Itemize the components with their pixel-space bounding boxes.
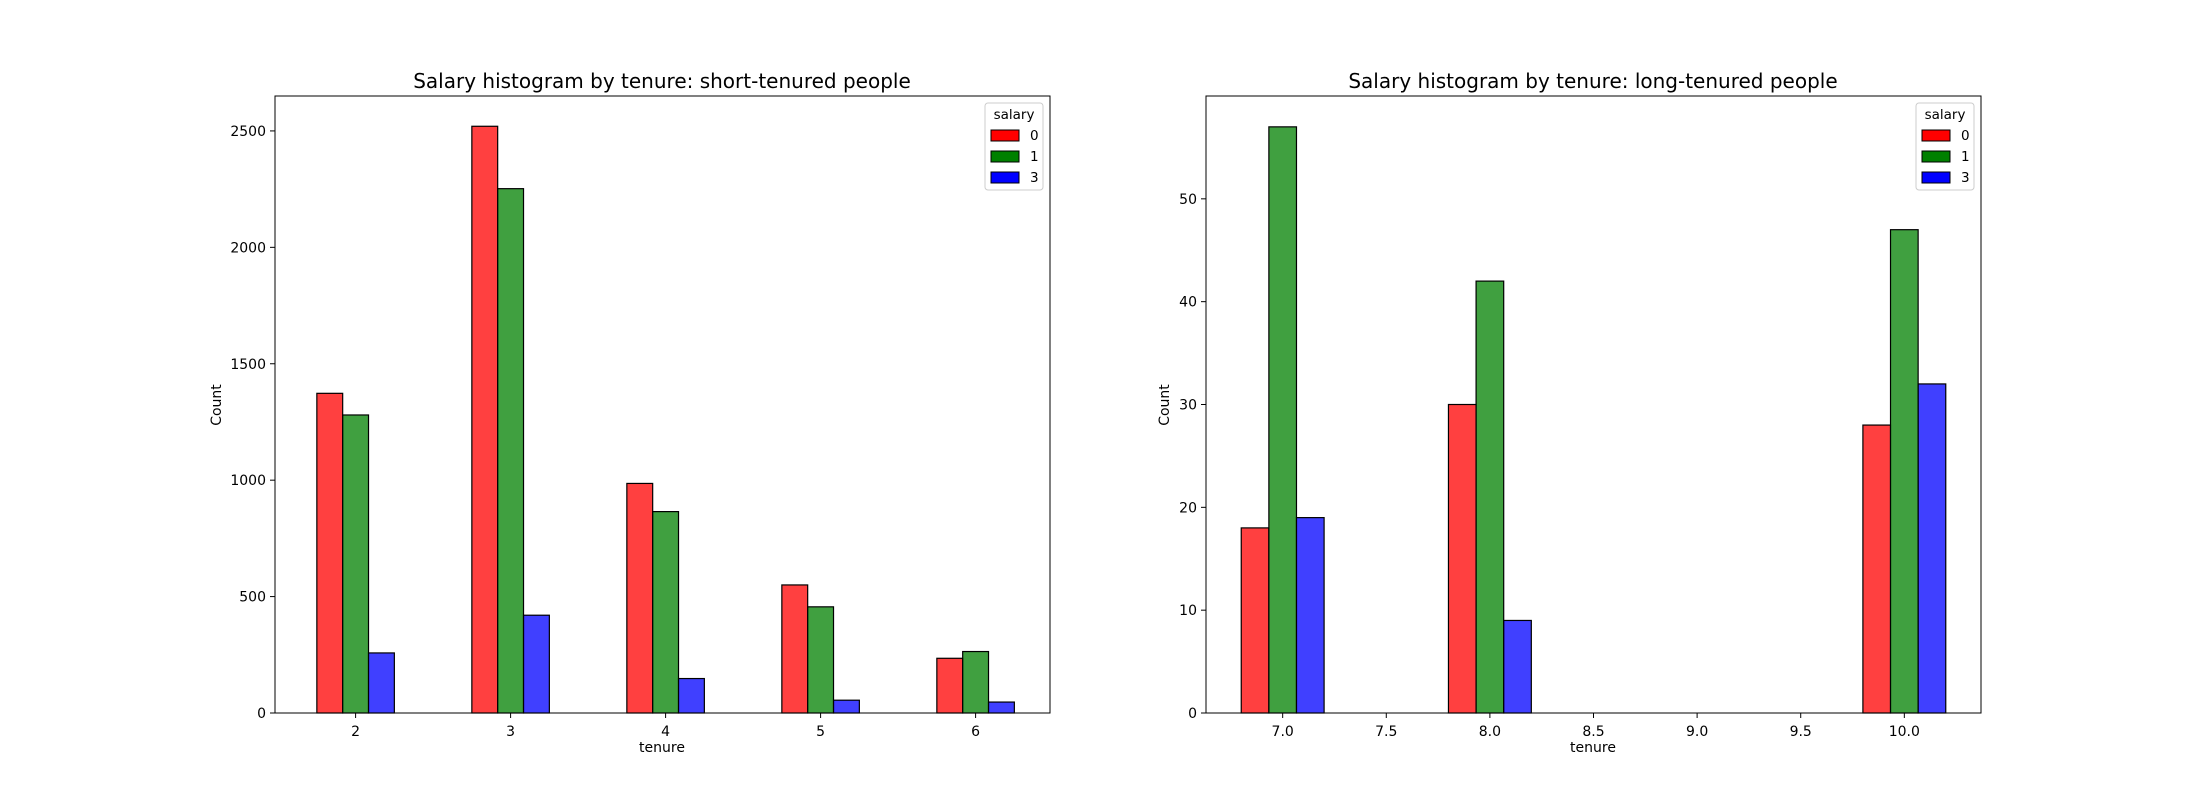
x-tick-label: 3 [506, 724, 515, 740]
legend-swatch [1921, 171, 1951, 184]
bar-salary-0-tenure-4 [626, 482, 654, 714]
legend-swatch [1921, 150, 1951, 163]
x-tick-label: 8.5 [1582, 724, 1604, 740]
bar-salary-0-tenure-5 [781, 584, 809, 714]
y-axis-ticks: 0 500 1000 1500 2000 2500 [230, 124, 275, 722]
bar-salary-1-tenure-4 [652, 511, 680, 714]
bar-salary-3-tenure-4 [677, 677, 705, 714]
y-tick-label: 30 [1179, 398, 1197, 414]
bar-salary-0-tenure-7 [1240, 527, 1270, 714]
legend-swatch [990, 150, 1020, 163]
bar-salary-1-tenure-10 [1889, 229, 1919, 714]
y-tick-label: 0 [1188, 706, 1197, 722]
bar-salary-3-tenure-5 [832, 699, 860, 714]
x-tick-label: 9.0 [1686, 724, 1708, 740]
bars-group [1240, 126, 1947, 714]
x-tick-label: 2 [351, 724, 360, 740]
chart-short-tenured: Salary histogram by tenure: short-tenure… [209, 69, 1051, 756]
legend-label: 3 [1961, 170, 1970, 186]
chart-title: Salary histogram by tenure: long-tenured… [1348, 69, 1837, 93]
bar-salary-3-tenure-10 [1917, 383, 1947, 714]
x-tick-label: 5 [816, 724, 825, 740]
x-tick-label: 9.5 [1790, 724, 1812, 740]
x-axis-ticks: 2 3 4 5 6 [351, 713, 980, 740]
bar-salary-1-tenure-6 [962, 650, 990, 714]
bar-salary-1-tenure-5 [807, 606, 835, 714]
x-axis-label: tenure [1570, 740, 1616, 756]
y-tick-label: 2000 [230, 240, 266, 256]
y-tick-label: 1500 [230, 357, 266, 373]
bars-group [316, 125, 1015, 714]
y-tick-label: 20 [1179, 500, 1197, 516]
bar-salary-0-tenure-3 [471, 125, 499, 714]
bar-salary-3-tenure-7 [1295, 517, 1325, 714]
y-tick-label: 50 [1179, 192, 1197, 208]
y-tick-label: 1000 [230, 473, 266, 489]
bar-salary-1-tenure-2 [342, 414, 370, 714]
legend-box [984, 102, 1044, 191]
y-tick-label: 10 [1179, 603, 1197, 619]
bar-salary-0-tenure-8 [1447, 403, 1477, 714]
y-tick-label: 500 [239, 590, 266, 606]
legend-label: 0 [1961, 128, 1970, 144]
legend-label: 0 [1030, 128, 1039, 144]
bar-salary-1-tenure-7 [1268, 126, 1298, 714]
plot-frame [274, 95, 1051, 714]
legend: salary 0 1 3 [984, 102, 1044, 191]
x-axis-label: tenure [639, 740, 685, 756]
bar-salary-3-tenure-6 [987, 701, 1015, 714]
legend-label: 1 [1030, 149, 1039, 165]
legend-swatch [990, 129, 1020, 142]
plot-frame [1205, 95, 1982, 714]
legend-title: salary [1925, 107, 1966, 123]
legend-box [1915, 102, 1975, 191]
legend-label: 3 [1030, 170, 1039, 186]
bar-salary-0-tenure-2 [316, 392, 344, 714]
x-tick-label: 10.0 [1889, 724, 1920, 740]
bar-salary-0-tenure-10 [1862, 424, 1892, 714]
chart-long-tenured: Salary histogram by tenure: long-tenured… [1157, 69, 1982, 756]
bar-salary-3-tenure-2 [367, 652, 395, 714]
legend: salary 0 1 3 [1915, 102, 1975, 191]
bar-salary-0-tenure-6 [936, 657, 964, 714]
legend-swatch [1921, 129, 1951, 142]
bar-salary-1-tenure-3 [497, 188, 525, 714]
y-tick-label: 40 [1179, 295, 1197, 311]
x-tick-label: 8.0 [1479, 724, 1501, 740]
legend-label: 1 [1961, 149, 1970, 165]
legend-swatch [990, 171, 1020, 184]
chart-title: Salary histogram by tenure: short-tenure… [413, 69, 911, 93]
x-tick-label: 7.5 [1375, 724, 1397, 740]
bar-salary-3-tenure-3 [522, 614, 550, 714]
bar-salary-3-tenure-8 [1503, 619, 1532, 714]
x-axis-ticks: 7.0 7.5 8.0 8.5 9.0 9.5 10.0 [1272, 713, 1920, 740]
legend-title: salary [994, 107, 1035, 123]
bar-salary-1-tenure-8 [1475, 280, 1505, 714]
x-tick-label: 4 [661, 724, 670, 740]
y-axis-label: Count [1157, 384, 1173, 426]
y-tick-label: 2500 [230, 124, 266, 140]
x-tick-label: 6 [971, 724, 980, 740]
x-tick-label: 7.0 [1272, 724, 1294, 740]
y-axis-label: Count [209, 384, 225, 426]
y-tick-label: 0 [257, 706, 266, 722]
y-axis-ticks: 0 10 20 30 40 50 [1179, 192, 1206, 722]
